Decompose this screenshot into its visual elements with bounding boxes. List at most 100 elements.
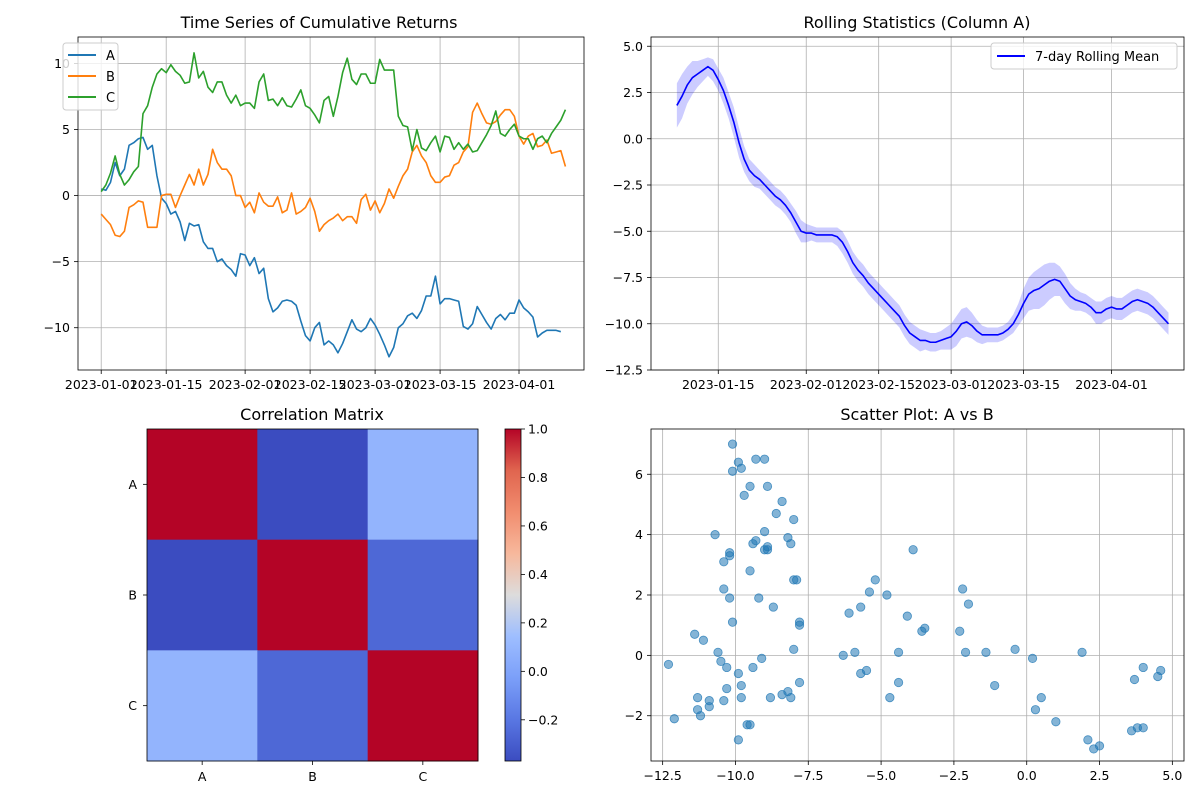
scatter-point [751,536,761,546]
scatter-point [902,611,912,621]
y-tick-label: 2 [635,588,643,603]
x-tick-label: −7.5 [793,768,823,783]
x-tick-label: 2023-02-01 [209,377,282,392]
scatter-point [719,584,729,594]
scatter-point [870,575,880,585]
scatter-grid [651,429,1184,761]
x-tick-label: 2023-01-15 [682,377,755,392]
y-tick-label: 0.0 [623,131,643,146]
scatter-point [663,659,674,670]
scatter-point [1094,741,1105,751]
colorbar-frame [504,428,522,762]
x-tick-label: 2023-01-15 [130,377,203,392]
scatter-ticks: −12.5 −10.0 −7.5 −5.0 −2.5 0.0 2.5 5.0 −2 0 2 4 6 [625,467,1183,783]
scatter-point [771,508,781,519]
scatter-point [745,720,755,730]
scatter-point [893,677,904,688]
y-tick-label: 5.0 [623,39,643,54]
heatmap-y-label: B [128,588,137,603]
heatmap-x-label: C [418,769,427,784]
x-tick-label: 2023-02-15 [274,377,347,392]
scatter-point [893,647,904,657]
colorbar-tick-label: 0.8 [528,470,548,485]
rolling-std-band [676,57,1169,352]
x-tick-label: 2023-03-01 [339,377,412,392]
rolling-legend-box [990,42,1178,70]
scatter-point [1010,644,1020,654]
rolling-panel: 2023-01-15 2023-02-01 2023-02-15 2023-03-01… [605,13,1185,392]
x-tick-label: 5.0 [1162,768,1182,783]
x-tick-label: −12.5 [643,768,681,783]
heatmap-cell [367,429,479,541]
scatter-point [736,693,746,703]
heatmap-y-label: A [128,477,137,492]
scatter-point [751,454,761,464]
scatter-point [963,599,974,609]
scatter-point [856,602,866,612]
scatter-point [695,711,706,721]
heatmap-cell [257,539,369,651]
scatter-point [745,566,755,576]
colorbar [505,429,521,761]
timeseries-legend: A B C [62,42,119,111]
scatter-point [727,466,738,476]
scatter-point [727,617,738,627]
scatter-point [908,545,918,555]
scatter-point [739,490,749,500]
x-tick-label: −2.5 [939,768,969,783]
scatter-point [722,683,732,694]
legend-label-c: C [106,91,115,106]
correlation-ticks: A A B B C C [128,477,427,784]
scatter-point [792,575,802,585]
correlation-title: Correlation Matrix [240,405,384,424]
scatter-point [1129,674,1140,685]
scatter-point [864,587,875,597]
scatter-point [850,647,860,657]
y-tick-label: −12.5 [605,363,643,378]
scatter-point [725,551,735,561]
heatmap-cell [147,539,258,651]
correlation-panel: A A B B C C Correlation Matrix 1.0 0.8 0.6 0.4 0.… [128,405,558,784]
scatter-point [725,593,735,603]
correlation-cells [147,429,479,762]
scatter-point [981,647,991,657]
scatter-point [759,527,770,537]
heatmap-cell [257,429,369,541]
scatter-point [958,584,968,594]
scatter-point [727,439,738,449]
scatter-point [719,557,729,567]
timeseries-lines [100,52,567,358]
scatter-point [990,680,1000,691]
scatter-point [704,702,714,712]
scatter-point [786,693,796,703]
scatter-point [1138,662,1148,673]
x-tick-label: −5.0 [866,768,896,783]
scatter-point [698,635,709,645]
colorbar-tick-label: 0.0 [528,664,548,679]
scatter-point [885,693,895,703]
scatter-point [736,680,746,691]
colorbar-tick-label: 0.2 [528,615,548,630]
scatter-point [838,650,848,660]
scatter-point [786,539,796,549]
scatter-point [789,644,799,654]
rolling-ticks: 2023-01-15 2023-02-01 2023-02-15 2023-03-01… [605,39,1148,392]
colorbar-tick-label: 1.0 [528,422,548,437]
x-tick-label: 2023-03-15 [987,377,1060,392]
x-tick-label: 2023-03-15 [404,377,477,392]
scatter-point [794,677,805,688]
heatmap-cell [147,429,258,541]
scatter-point [1030,705,1041,715]
y-tick-label: −10.0 [605,316,643,331]
legend-label-a: A [106,49,115,64]
x-tick-label: 2023-01-01 [65,377,138,392]
legend-label-rolling-mean: 7-day Rolling Mean [1035,50,1159,65]
scatter-point [955,626,965,636]
scatter-point [733,668,743,679]
scatter-point [710,530,720,540]
scatter-point [692,693,703,703]
scatter-point [716,656,726,667]
x-tick-label: 2.5 [1090,768,1110,783]
